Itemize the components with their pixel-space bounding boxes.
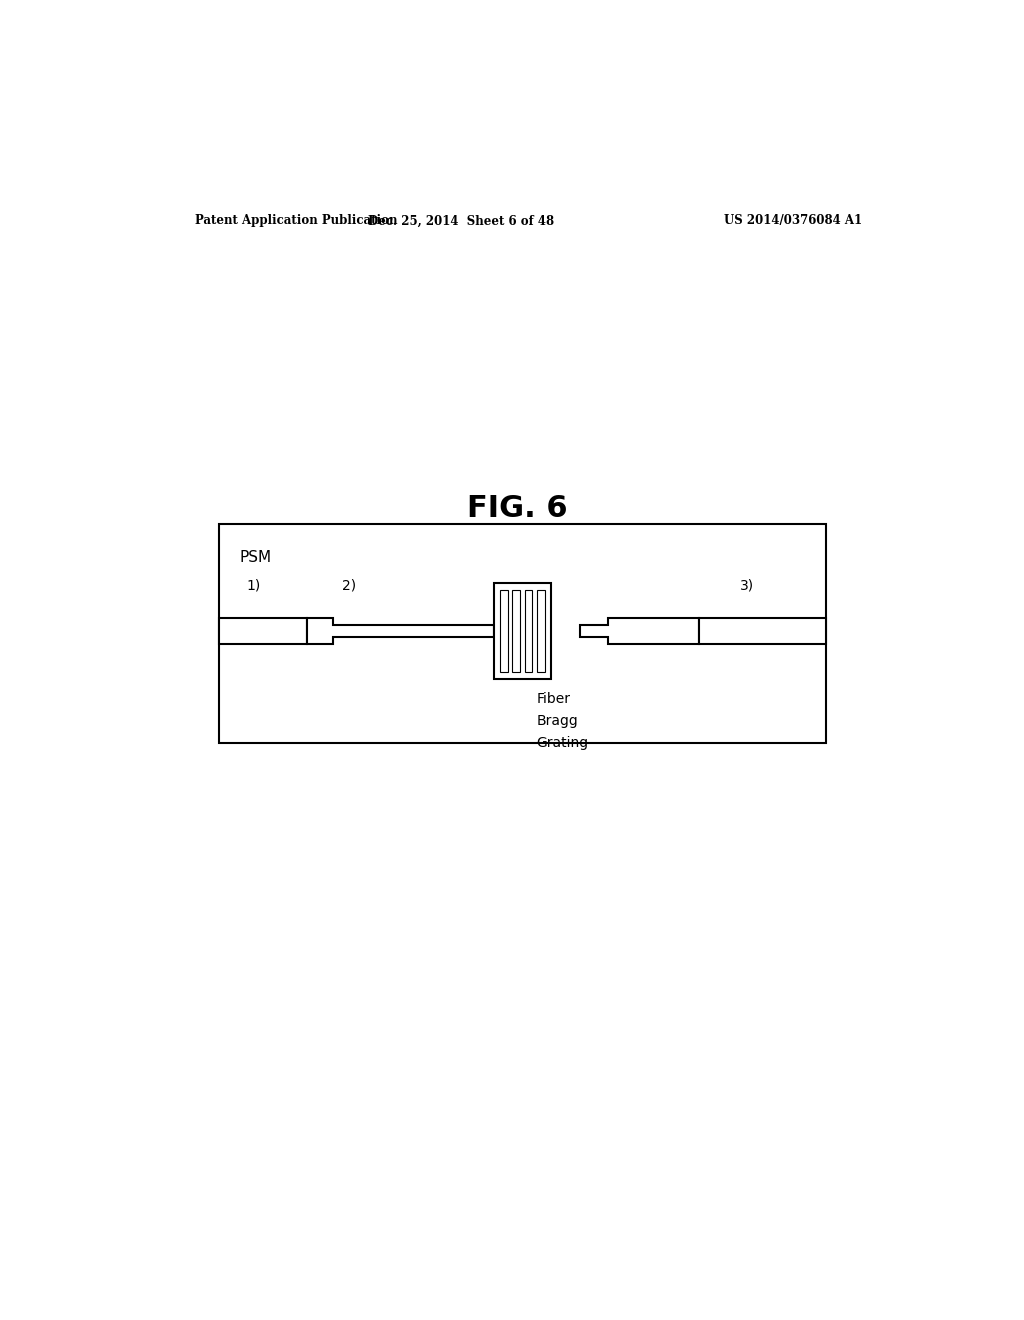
Text: 2): 2) bbox=[342, 578, 355, 593]
Text: US 2014/0376084 A1: US 2014/0376084 A1 bbox=[724, 214, 862, 227]
Bar bbox=[512, 590, 520, 672]
Bar bbox=[219, 524, 826, 743]
Text: PSM: PSM bbox=[240, 549, 271, 565]
Bar bbox=[500, 590, 508, 672]
Text: 3): 3) bbox=[740, 578, 754, 593]
Text: Fiber: Fiber bbox=[537, 692, 570, 705]
Text: Patent Application Publication: Patent Application Publication bbox=[196, 214, 398, 227]
Text: 1): 1) bbox=[246, 578, 260, 593]
Bar bbox=[699, 618, 826, 644]
Bar bbox=[524, 590, 532, 672]
Text: Bragg: Bragg bbox=[537, 714, 579, 727]
Bar bbox=[494, 582, 551, 680]
Bar bbox=[219, 618, 306, 644]
Polygon shape bbox=[580, 618, 699, 644]
Text: FIG. 6: FIG. 6 bbox=[467, 494, 567, 523]
Bar bbox=[537, 590, 545, 672]
Text: Grating: Grating bbox=[537, 737, 589, 750]
Polygon shape bbox=[306, 618, 494, 644]
Text: Dec. 25, 2014  Sheet 6 of 48: Dec. 25, 2014 Sheet 6 of 48 bbox=[369, 214, 554, 227]
